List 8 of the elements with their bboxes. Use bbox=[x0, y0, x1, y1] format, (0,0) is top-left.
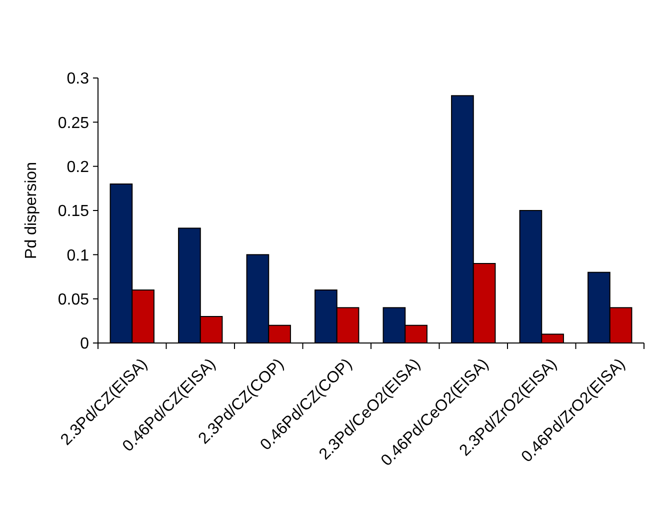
y-tick-label: 0.25 bbox=[58, 114, 90, 132]
y-tick-label: 0.05 bbox=[58, 291, 90, 308]
y-tick-label: 0.2 bbox=[66, 158, 90, 176]
y-axis-title: Pd dispersion bbox=[23, 162, 40, 259]
y-tick-label: 0.3 bbox=[66, 70, 90, 88]
y-tick-label: 0.1 bbox=[66, 247, 90, 264]
y-tick-label: 0 bbox=[80, 336, 90, 353]
y-tick-label: 0.15 bbox=[58, 203, 90, 220]
